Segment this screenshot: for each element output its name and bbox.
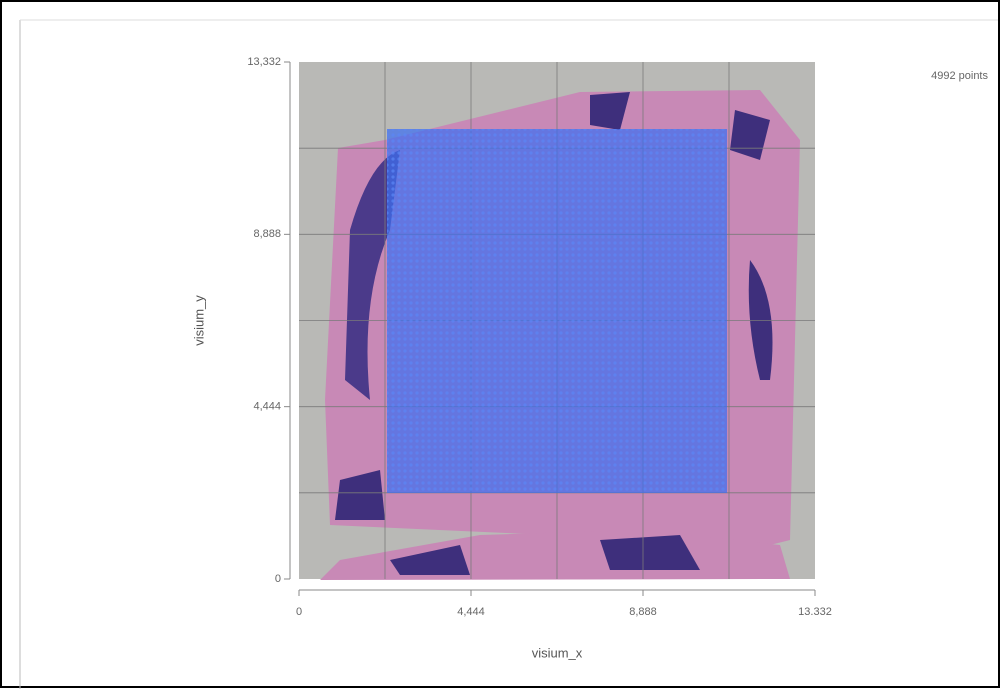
y-tick-label: 0 xyxy=(275,573,281,585)
x-axis-title: visium_x xyxy=(532,645,583,660)
y-tick-label: 13,332 xyxy=(247,56,281,68)
y-axis-title: visium_y xyxy=(191,295,206,346)
selection-spots xyxy=(387,129,728,493)
x-tick-label: 13.332 xyxy=(798,606,832,618)
points-count: 4992 points xyxy=(931,70,988,82)
y-tick-label: 4,444 xyxy=(253,401,281,413)
x-tick-label: 0 xyxy=(296,606,302,618)
y-tick-label: 8,888 xyxy=(253,228,281,240)
x-tick-label: 4,444 xyxy=(457,606,485,618)
x-tick-label: 8,888 xyxy=(629,606,657,618)
